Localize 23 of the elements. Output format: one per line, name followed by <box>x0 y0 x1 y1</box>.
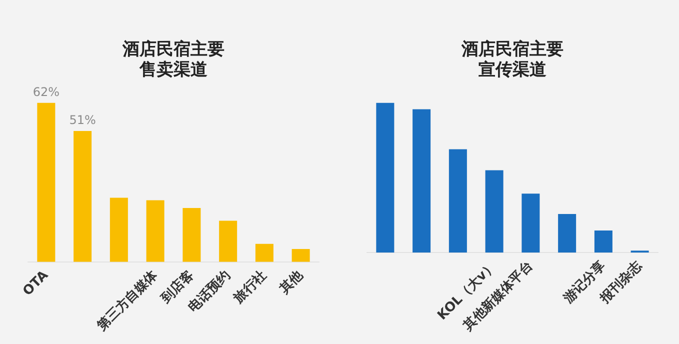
x-tick-label: 旅行社 <box>230 267 270 307</box>
chart-title: 酒店民宿主要 <box>460 40 564 60</box>
bar <box>448 149 467 253</box>
bar <box>37 102 56 262</box>
bar <box>292 248 310 262</box>
bar <box>74 131 92 262</box>
chart-subtitle: 宣传渠道 <box>478 60 546 80</box>
bar <box>110 198 128 262</box>
bar <box>558 214 576 253</box>
bar <box>219 220 238 262</box>
data-label: 62% <box>32 84 60 99</box>
bar <box>485 170 504 253</box>
bar <box>522 194 540 253</box>
bar <box>146 200 164 262</box>
bar <box>255 244 274 262</box>
chart-subtitle: 售卖渠道 <box>138 60 208 80</box>
bar <box>412 109 431 253</box>
x-tick-label: 其他 <box>276 267 307 298</box>
data-label: 51% <box>69 113 96 128</box>
bar <box>594 230 612 253</box>
chart-title: 酒店民宿主要 <box>122 40 224 60</box>
bar <box>182 208 201 262</box>
bar <box>376 102 394 253</box>
